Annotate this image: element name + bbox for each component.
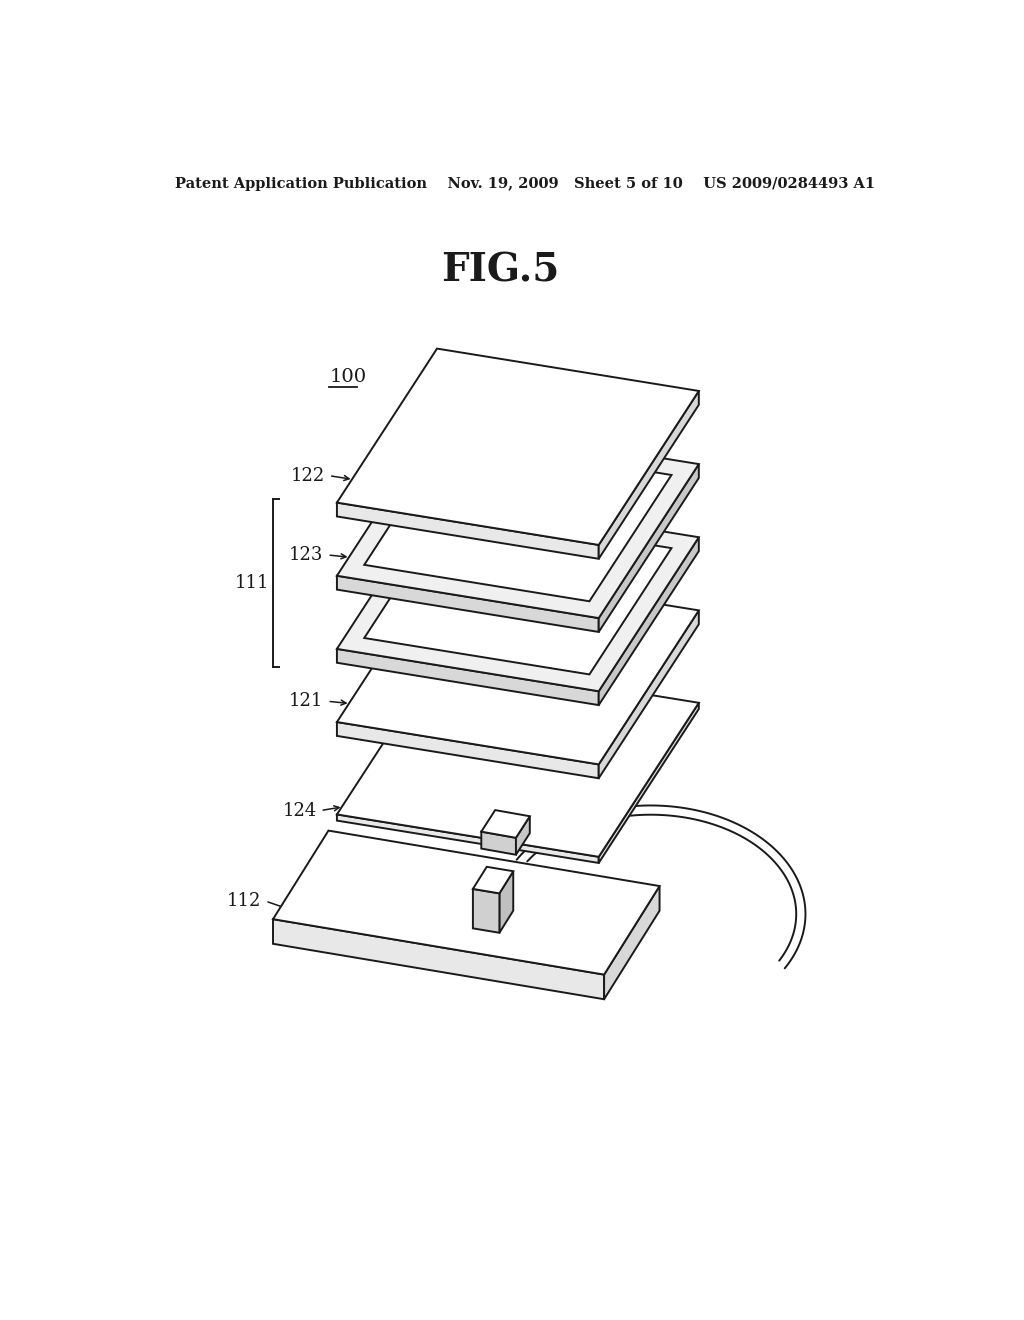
Text: 111: 111: [234, 574, 269, 591]
Polygon shape: [337, 814, 599, 863]
Polygon shape: [473, 867, 513, 894]
Polygon shape: [337, 576, 599, 632]
Polygon shape: [365, 512, 672, 675]
Text: 123: 123: [289, 546, 324, 564]
Polygon shape: [337, 495, 698, 692]
Polygon shape: [337, 568, 698, 764]
Polygon shape: [599, 391, 698, 558]
Polygon shape: [473, 888, 500, 933]
Polygon shape: [481, 832, 516, 855]
Polygon shape: [273, 919, 604, 999]
Polygon shape: [604, 886, 659, 999]
Text: Patent Application Publication    Nov. 19, 2009   Sheet 5 of 10    US 2009/02844: Patent Application Publication Nov. 19, …: [175, 177, 874, 191]
Polygon shape: [599, 702, 698, 863]
Text: 121: 121: [289, 692, 324, 710]
Polygon shape: [481, 810, 529, 838]
Text: 122: 122: [291, 467, 325, 484]
Polygon shape: [273, 830, 659, 974]
Polygon shape: [599, 610, 698, 779]
Text: 100: 100: [330, 367, 367, 385]
Polygon shape: [375, 590, 414, 610]
Polygon shape: [500, 871, 513, 933]
Text: FIG.5: FIG.5: [441, 251, 559, 289]
Polygon shape: [337, 422, 698, 618]
Text: 124: 124: [283, 801, 316, 820]
Polygon shape: [337, 348, 698, 545]
Text: 112: 112: [227, 892, 261, 909]
Polygon shape: [375, 566, 429, 597]
Polygon shape: [516, 816, 529, 855]
Polygon shape: [599, 537, 698, 705]
Polygon shape: [365, 438, 672, 602]
Polygon shape: [337, 722, 599, 779]
Polygon shape: [337, 660, 698, 857]
Polygon shape: [599, 465, 698, 632]
Polygon shape: [337, 503, 599, 558]
Polygon shape: [337, 649, 599, 705]
